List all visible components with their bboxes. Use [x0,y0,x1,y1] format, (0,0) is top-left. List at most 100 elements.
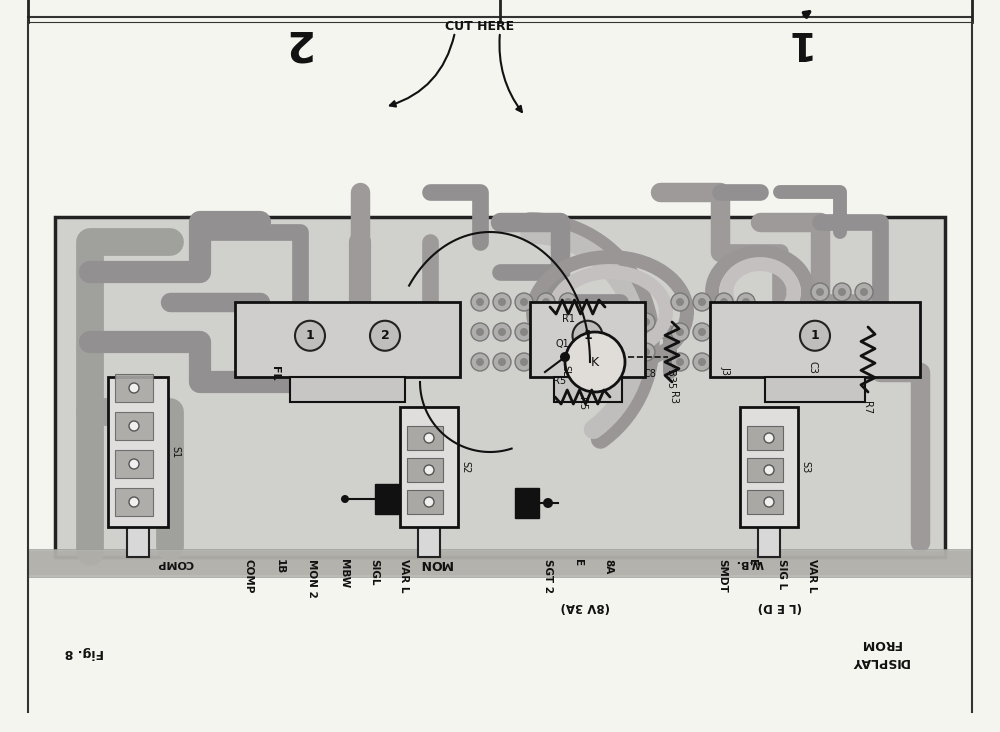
Circle shape [811,343,829,361]
Circle shape [129,459,139,469]
Circle shape [715,293,733,311]
Bar [115,374,153,402]
Circle shape [742,328,750,336]
Circle shape [860,288,868,296]
Circle shape [764,497,774,507]
Circle shape [698,328,706,336]
Bar [758,527,780,557]
Text: R5: R5 [553,376,566,386]
Bar [55,217,945,557]
Circle shape [637,313,655,331]
Circle shape [576,318,584,326]
Text: FL: FL [270,365,280,380]
Circle shape [424,497,434,507]
Circle shape [571,343,589,361]
Circle shape [838,318,846,326]
Circle shape [642,348,650,356]
Circle shape [476,358,484,366]
Circle shape [720,358,728,366]
Circle shape [855,343,873,361]
Circle shape [816,318,824,326]
Circle shape [559,323,577,341]
Bar [115,412,153,440]
Bar [400,407,458,527]
Circle shape [498,298,506,306]
Text: 2: 2 [381,329,389,343]
Circle shape [816,288,824,296]
Text: J3: J3 [720,366,730,375]
Circle shape [471,293,489,311]
Circle shape [564,328,572,336]
Circle shape [593,343,611,361]
Circle shape [295,321,325,351]
Bar [407,458,443,482]
Circle shape [698,358,706,366]
Circle shape [693,293,711,311]
Circle shape [129,383,139,393]
Circle shape [833,313,851,331]
Circle shape [493,353,511,371]
Circle shape [559,353,577,371]
Bar [530,302,645,377]
Text: C3: C3 [808,361,818,374]
Circle shape [341,495,349,503]
Text: COMP: COMP [157,558,193,568]
Circle shape [693,323,711,341]
Circle shape [471,323,489,341]
Circle shape [493,293,511,311]
Circle shape [537,323,555,341]
Text: S3: S3 [800,461,810,473]
Circle shape [615,313,633,331]
Circle shape [498,358,506,366]
Circle shape [576,348,584,356]
Bar [740,407,798,527]
Bar [115,488,153,516]
Circle shape [520,328,528,336]
Bar [108,377,168,527]
Text: VAR L: VAR L [399,559,409,592]
Circle shape [542,298,550,306]
Text: E: E [573,559,583,566]
Circle shape [543,498,553,508]
Text: W.B.: W.B. [736,558,764,568]
Circle shape [424,465,434,475]
Circle shape [424,433,434,443]
Text: DISPLAY
FROM: DISPLAY FROM [851,637,909,668]
Bar [407,426,443,450]
Text: R3: R3 [668,391,678,404]
Text: R1: R1 [562,314,575,324]
Text: MBW: MBW [339,559,349,589]
Bar [747,426,783,450]
Circle shape [676,328,684,336]
Text: R7: R7 [862,401,872,414]
Circle shape [615,343,633,361]
Circle shape [816,348,824,356]
Circle shape [737,353,755,371]
Circle shape [698,298,706,306]
Circle shape [471,353,489,371]
Circle shape [693,353,711,371]
Bar [375,484,399,514]
Bar [515,488,539,518]
Circle shape [800,321,830,351]
Text: 1: 1 [583,329,592,343]
Circle shape [637,343,655,361]
Circle shape [720,328,728,336]
Circle shape [515,323,533,341]
Text: SMDT: SMDT [717,559,727,593]
Circle shape [620,348,628,356]
Text: S1: S1 [170,446,180,458]
Text: S2: S2 [460,461,470,473]
Text: 2: 2 [281,21,309,63]
Circle shape [560,352,570,362]
Text: MON: MON [418,556,452,569]
Circle shape [671,323,689,341]
Bar [28,551,972,575]
Text: C8: C8 [643,369,656,379]
Circle shape [565,332,625,392]
Circle shape [715,323,733,341]
Circle shape [498,328,506,336]
Text: COMP: COMP [243,559,253,594]
Circle shape [838,348,846,356]
Text: 1: 1 [306,329,314,343]
